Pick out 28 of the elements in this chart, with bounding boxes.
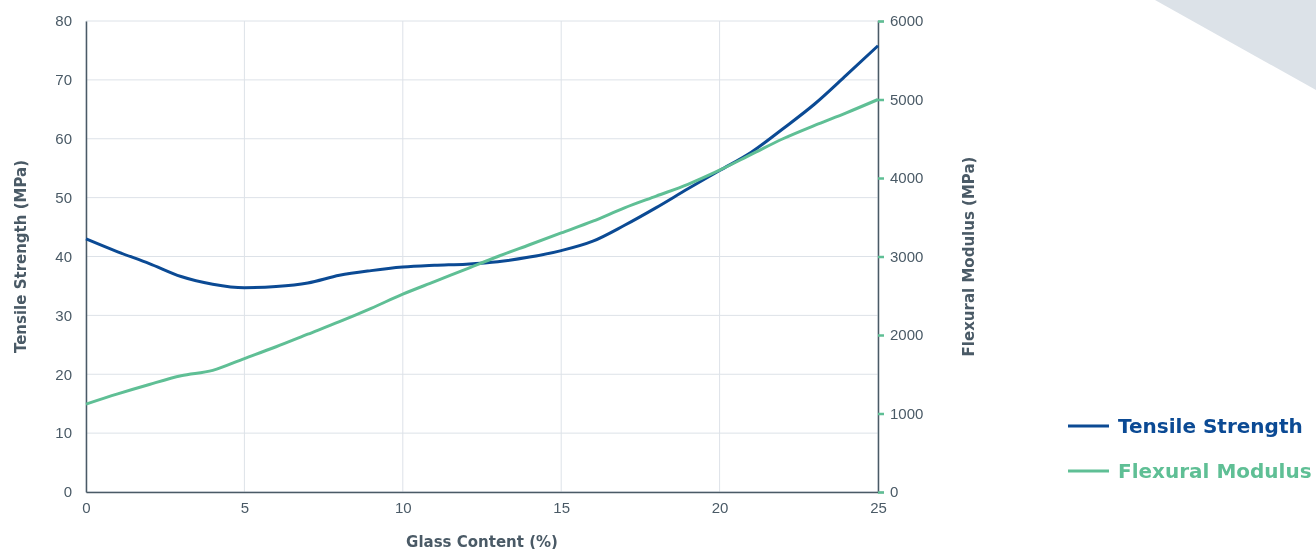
y-tick-label: 0 [63, 483, 72, 501]
x-tick-label: 25 [870, 498, 887, 516]
legend-label: Flexural Modulus [1118, 459, 1312, 483]
y2-tick-label: 6000 [890, 12, 924, 30]
y2-tick-label: 5000 [890, 90, 924, 108]
y2-tick-label: 0 [890, 483, 899, 501]
y2-tick-label: 4000 [890, 169, 924, 187]
y-tick-label: 10 [55, 424, 72, 442]
y-tick-label: 40 [55, 247, 72, 265]
y-tick-label: 50 [55, 188, 72, 206]
line-series [84, 44, 880, 290]
x-tick-label: 20 [711, 498, 729, 516]
x-tick-label: 0 [82, 498, 91, 516]
y-tick-label: 20 [55, 365, 72, 383]
y2-tick-label: 3000 [890, 247, 924, 265]
y-axis-title: Tensile Strength (MPa) [12, 159, 30, 354]
y2-tick-label: 2000 [890, 326, 924, 344]
y2-tick-label: 1000 [890, 404, 924, 422]
y-tick-label: 70 [55, 71, 72, 89]
x-axis-title: Glass Content (%) [406, 533, 558, 549]
y-tick-label: 80 [55, 12, 72, 30]
y2-axis-title: Flexural Modulus (MPa) [960, 156, 978, 357]
x-tick-label: 15 [553, 498, 571, 516]
x-tick-label: 5 [240, 498, 250, 516]
x-tick-label: 10 [394, 498, 412, 516]
y-tick-label: 30 [55, 306, 72, 324]
legend-label: Tensile Strength [1118, 414, 1303, 438]
y-tick-label: 60 [55, 130, 72, 148]
